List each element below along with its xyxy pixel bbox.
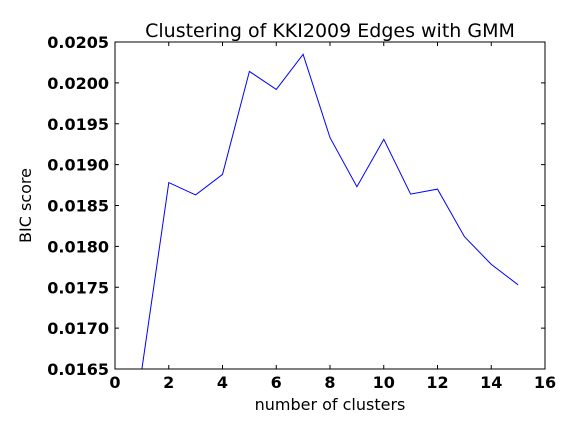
y-tick-label: 0.0185 — [47, 197, 109, 216]
axis-ticks — [114, 41, 546, 370]
x-tick-label: 14 — [480, 373, 502, 392]
series-line — [141, 53, 519, 370]
x-tick-label: 10 — [373, 373, 395, 392]
chart-title: Clustering of KKI2009 Edges with GMM — [145, 20, 515, 42]
series-group — [141, 53, 519, 370]
x-tick-label: 2 — [163, 373, 174, 392]
y-tick-label: 0.0200 — [47, 74, 109, 93]
tick-labels: 0 2 4 6 8 10 12 14 16 0.0165 0.0170 0.0175 0.0180 0.0… — [47, 33, 556, 392]
y-tick-label: 0.0175 — [47, 278, 109, 297]
x-axis-label: number of clusters — [255, 395, 406, 414]
x-tick-label: 8 — [324, 373, 335, 392]
y-axis-label: BIC score — [16, 168, 35, 243]
x-tick-label: 16 — [534, 373, 556, 392]
x-tick-label: 0 — [109, 373, 120, 392]
y-tick-label: 0.0165 — [47, 360, 109, 379]
y-tick-label: 0.0195 — [47, 115, 109, 134]
plot-frame — [114, 41, 546, 370]
y-tick-label: 0.0205 — [47, 33, 109, 52]
x-tick-label: 6 — [271, 373, 282, 392]
y-tick-label: 0.0170 — [47, 319, 109, 338]
x-tick-label: 12 — [426, 373, 448, 392]
x-tick-label: 4 — [217, 373, 228, 392]
y-tick-label: 0.0190 — [47, 156, 109, 175]
y-tick-label: 0.0180 — [47, 237, 109, 256]
